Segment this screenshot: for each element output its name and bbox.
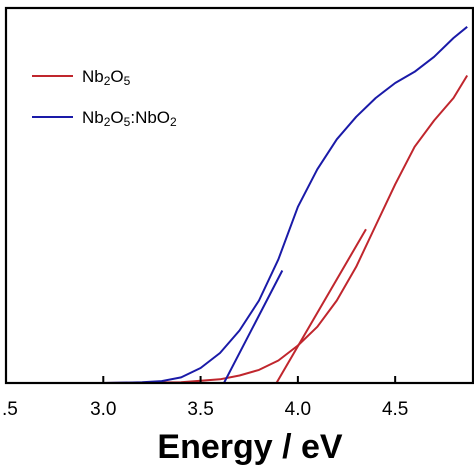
x-tick-label: 3.5 (187, 399, 213, 420)
x-tick-label: .5 (2, 399, 18, 420)
tangent-line-0 (275, 228, 367, 383)
legend-label-1: Nb2O5:NbO2 (82, 108, 177, 129)
x-tick-label: 3.0 (90, 399, 116, 420)
x-axis-title: Energy / eV (157, 428, 343, 466)
plot-frame (4, 6, 474, 385)
legend-label-0: Nb2O5 (82, 67, 131, 88)
x-tick-label: 4.0 (285, 399, 311, 420)
x-tick-label: 4.5 (382, 399, 408, 420)
series-line-1 (6, 26, 468, 383)
series-line-0 (6, 74, 469, 383)
x-axis: .5 3.0 3.5 4.0 4.5 (2, 376, 408, 420)
data-series-group (6, 26, 469, 383)
plot-area (4, 6, 474, 385)
tangent-line-1 (223, 270, 284, 383)
legend: Nb2O5 Nb2O5:NbO2 (32, 67, 177, 129)
